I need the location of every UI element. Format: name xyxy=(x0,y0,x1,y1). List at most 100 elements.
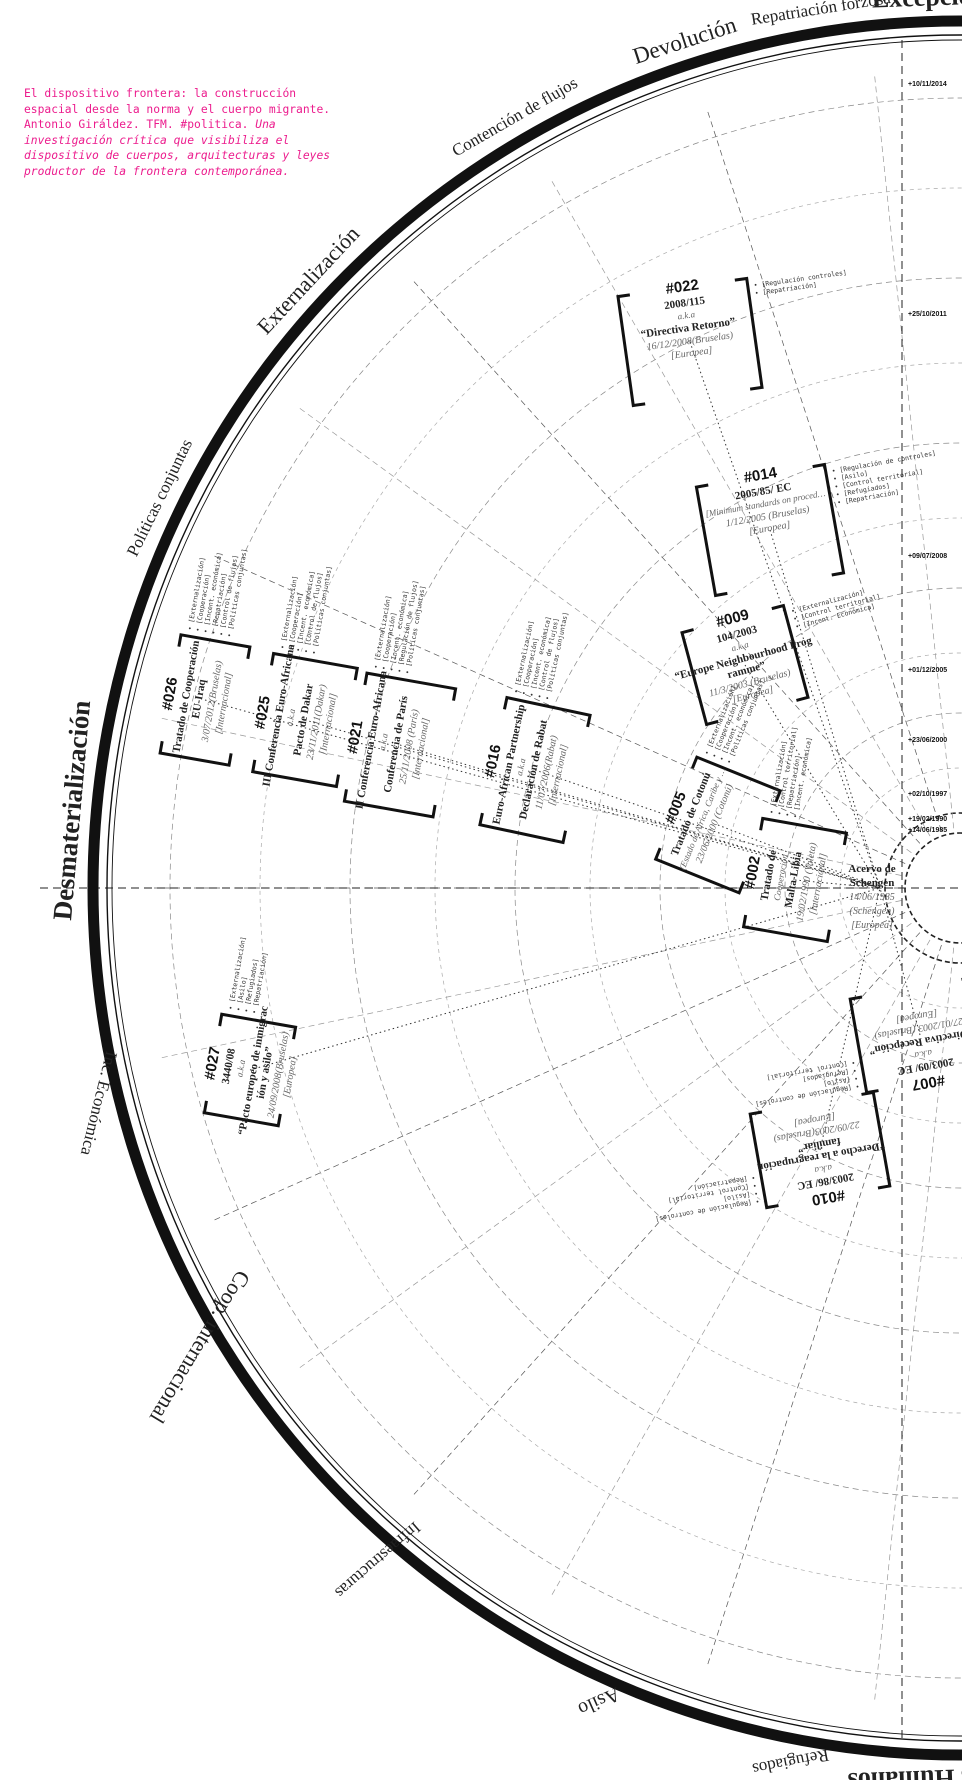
entry-code: #027 xyxy=(201,1045,224,1081)
category-excepcion: Excepción xyxy=(871,0,962,13)
entry-aka: a.k.a xyxy=(377,732,390,751)
grid-spoke xyxy=(873,72,955,829)
grid-spoke xyxy=(549,939,931,1599)
bracket-right xyxy=(771,603,810,702)
entry-link xyxy=(717,824,881,889)
grid-spoke xyxy=(706,944,942,1668)
rim-thick xyxy=(87,15,962,1761)
grid-spoke xyxy=(873,947,955,1704)
entry-aka: a.k.a xyxy=(514,757,528,777)
category-asilo: Asilo xyxy=(575,1683,624,1721)
entry-code: #010 xyxy=(810,1186,846,1209)
grid-spoke xyxy=(549,177,931,837)
bracket-left xyxy=(653,847,746,895)
bracket-right xyxy=(759,816,849,846)
center-title: Acervo de xyxy=(848,863,895,875)
intro-text: El dispositivo frontera: la construcción… xyxy=(24,86,354,180)
entry-code: #022 xyxy=(665,276,700,297)
polar-grid xyxy=(40,40,962,1740)
grid-spoke xyxy=(296,922,912,1371)
entry-link xyxy=(879,887,921,1036)
category-ddhh: chos Humanos xyxy=(847,1762,962,1780)
timeline-date: +09/07/2008 xyxy=(908,553,947,560)
entry-code: #016 xyxy=(481,743,505,779)
grid-spoke xyxy=(411,932,921,1498)
bracket-left xyxy=(478,812,568,845)
center-title-2: Schengen xyxy=(850,877,895,889)
grid-spoke xyxy=(706,108,942,832)
entry-aka: a.k.a xyxy=(677,309,696,321)
timeline-date: +02/10/1997 xyxy=(908,791,947,798)
timeline-dates: +10/11/2014 +25/10/2011 +09/07/2008 +01/12/… xyxy=(908,81,947,834)
entry-code: #021 xyxy=(344,719,367,755)
grid-ring xyxy=(349,277,962,1499)
bracket-left xyxy=(680,628,719,727)
entry-link xyxy=(744,664,881,889)
grid-spoke xyxy=(157,717,902,876)
entry-link xyxy=(304,719,881,889)
center-date: 14/06/1985 xyxy=(849,892,895,903)
entry-aka: a.k.a xyxy=(913,1048,932,1061)
entry-link xyxy=(249,887,881,1071)
bracket-right xyxy=(270,651,360,681)
entry-code: #007 xyxy=(910,1071,946,1094)
grid-spoke xyxy=(210,912,906,1222)
bracket-left xyxy=(694,483,728,598)
grid-ring xyxy=(259,187,962,1589)
grid-spoke xyxy=(157,900,902,1059)
grid-spoke xyxy=(296,405,912,854)
bracket-left xyxy=(861,1090,892,1190)
entry-code: #002 xyxy=(741,855,764,891)
bracket-right xyxy=(218,1012,298,1040)
timeline-date: +10/11/2014 xyxy=(908,81,947,88)
bracket-right xyxy=(690,755,783,803)
bracket-right xyxy=(363,671,458,701)
entry-aka: a.k.a xyxy=(813,1163,832,1176)
entry-ref: 2008/115 xyxy=(663,295,706,313)
timeline-date: +14/06/1985 xyxy=(908,827,947,834)
bracket-right xyxy=(812,462,846,577)
bracket-right xyxy=(848,995,879,1095)
center-place: (Schengen) xyxy=(850,906,896,917)
outer-rim xyxy=(87,15,962,1761)
entry-code: #014 xyxy=(742,464,778,487)
timeline-date: +19/02/1990 xyxy=(908,816,947,823)
intro-plain: El dispositivo frontera: la construcción… xyxy=(24,87,331,132)
bracket-left xyxy=(158,740,233,767)
bracket-right xyxy=(177,633,252,660)
timeline-date: +25/10/2011 xyxy=(908,311,947,318)
center-scope: [Europea] xyxy=(851,920,893,931)
timeline-date: +23/06/2000 xyxy=(908,737,947,744)
category-labels: ExcepciónRepatriación forzosaDevoluciónC… xyxy=(47,0,962,1780)
category-inc-economica: Inc. Económica xyxy=(77,1049,121,1158)
entry-link xyxy=(794,879,881,889)
timeline-date: +01/12/2005 xyxy=(908,667,947,674)
grid-spoke xyxy=(411,278,921,844)
entry-link xyxy=(769,529,881,889)
entry-aka: a.k.a xyxy=(284,708,297,727)
intro-italic: Una investigación crítica que visibiliza… xyxy=(24,118,331,178)
rim-thin-2 xyxy=(111,39,962,1737)
bracket-left xyxy=(250,759,340,789)
bracket-left xyxy=(342,789,437,819)
rim-thin-1 xyxy=(106,34,962,1742)
bracket-left xyxy=(741,914,831,944)
bracket-right xyxy=(502,695,592,728)
entry-tag: • [Regulación de controles] xyxy=(755,1082,860,1108)
entry-code: #026 xyxy=(159,676,182,712)
bracket-right xyxy=(748,1110,779,1210)
schengen-center: Acervo de Schengen 14/06/1985 (Schengen) [Eu… xyxy=(848,863,895,931)
